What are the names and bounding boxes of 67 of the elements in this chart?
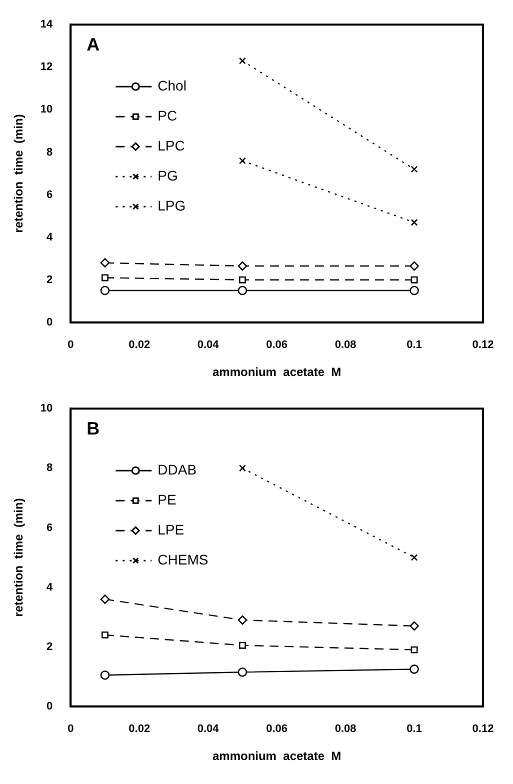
- y-tick-label: 6: [46, 522, 53, 534]
- x-tick-label: 0.1: [406, 723, 422, 736]
- point: [410, 664, 419, 674]
- x-tick-label: 0.02: [128, 723, 150, 736]
- point: [238, 286, 248, 296]
- point: [102, 274, 108, 282]
- point: [410, 286, 419, 296]
- y-axis-title: retention time (min): [12, 498, 26, 617]
- point: [102, 631, 108, 638]
- legend-label: LPE: [158, 521, 184, 538]
- legend-label: PG: [158, 167, 178, 184]
- point: [238, 261, 248, 271]
- point: [100, 258, 110, 268]
- x-tick-label: 0.12: [472, 723, 494, 736]
- point: [410, 218, 418, 226]
- y-tick-label: 12: [40, 61, 53, 74]
- legend-label: CHEMS: [158, 551, 208, 568]
- y-axis-title: retention time (min): [12, 114, 26, 233]
- x-axis-title: ammonium acetate M: [212, 365, 342, 380]
- x-tick-label: 0.08: [334, 723, 356, 736]
- legend-label: LPC: [158, 137, 185, 154]
- point: [100, 670, 110, 680]
- x-tick-label: 0.04: [197, 339, 220, 352]
- point: [238, 464, 246, 472]
- point: [238, 668, 248, 677]
- point: [410, 621, 419, 631]
- point: [238, 642, 246, 649]
- annotation: B: [86, 418, 100, 439]
- x-tick-label: 0.08: [334, 339, 356, 352]
- point: [410, 261, 419, 271]
- point: [410, 276, 418, 284]
- y-tick-label: 2: [46, 274, 53, 286]
- point: [100, 286, 110, 296]
- y-tick-label: 0: [46, 700, 53, 712]
- y-tick-label: 14: [40, 18, 54, 31]
- y-tick-label: 6: [46, 188, 53, 201]
- y-tick-label: 8: [46, 462, 53, 474]
- point: [410, 166, 418, 173]
- x-tick-label: 0: [68, 339, 74, 352]
- y-tick-label: 2: [46, 640, 53, 653]
- legend-label: DDAB: [158, 461, 197, 478]
- point: [410, 554, 418, 561]
- y-tick-label: 8: [46, 146, 53, 158]
- legend-label: LPG: [158, 197, 186, 214]
- annotation: A: [86, 34, 100, 55]
- x-tick-label: 0.06: [266, 723, 288, 736]
- x-tick-label: 0.12: [472, 339, 494, 352]
- point: [238, 276, 246, 284]
- point: [238, 57, 246, 64]
- y-tick-label: 4: [46, 581, 54, 594]
- point: [238, 157, 246, 164]
- y-tick-label: 4: [46, 231, 54, 244]
- x-tick-label: 0.1: [406, 339, 422, 352]
- legend-label: PC: [158, 107, 178, 124]
- y-tick-label: 10: [40, 402, 53, 415]
- x-tick-label: 0.06: [266, 339, 288, 352]
- point: [100, 594, 110, 604]
- point: [410, 646, 418, 654]
- point: [238, 615, 248, 625]
- legend-label: PE: [158, 491, 176, 508]
- y-tick-label: 10: [40, 104, 53, 116]
- legend-label: Chol: [158, 77, 186, 94]
- x-tick-label: 0.02: [128, 339, 150, 352]
- x-tick-label: 0: [68, 723, 74, 736]
- y-tick-label: 0: [46, 316, 53, 328]
- x-tick-label: 0.04: [197, 723, 220, 736]
- x-axis-title: ammonium acetate M: [212, 749, 342, 764]
